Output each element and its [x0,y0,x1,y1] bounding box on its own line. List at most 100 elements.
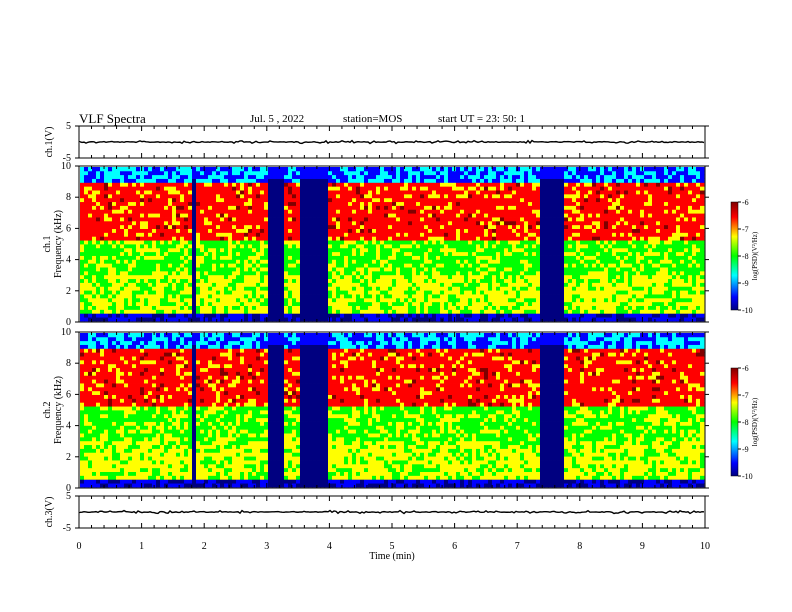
spectrogram-cell [180,209,185,214]
spectrogram-cell [216,236,221,241]
spectrogram-cell [228,294,233,299]
spectrogram-cell [312,193,317,199]
spectrogram-cell [124,244,129,249]
spectrogram-cell [468,228,473,233]
spectrogram-cell [112,201,117,206]
spectrogram-cell [296,170,301,176]
spectrogram-cell [96,305,101,310]
spectrogram-cell [388,313,393,318]
spectrogram-cell [164,186,169,191]
spectrogram-cell [328,309,333,314]
spectrogram-cell [376,209,381,214]
spectrogram-cell [320,317,325,322]
spectrogram-cell [312,170,317,176]
spectrogram-cell [172,278,177,283]
spectrogram-cell [192,251,197,256]
spectrogram-cell [328,251,333,256]
spectrogram-cell [452,186,457,191]
spectrogram-cell [140,263,145,268]
spectrogram-cell [472,240,477,245]
spectrogram-cell [264,247,269,253]
spectrogram-cell [384,182,389,187]
spectrogram-cell [192,182,197,187]
spectrogram-cell [112,282,117,287]
spectrogram-cell [240,197,245,203]
spectrogram-cell [380,297,385,303]
spectrogram-cell [272,282,277,287]
spectrogram-cell [524,205,529,210]
spectrogram-cell [252,263,257,268]
spectrogram-cell [280,190,285,195]
spectrogram-cell [264,267,269,272]
spectrogram-cell [232,309,237,314]
spectrogram-cell [504,297,509,303]
spectrogram-cell [508,186,513,191]
spectrogram-cell [292,247,297,253]
spectrogram-cell [392,317,397,322]
spectrogram-cell [148,274,153,280]
spectrogram-cell [272,228,277,233]
spectrogram-cell [504,290,509,295]
spectrogram-cell [92,309,97,314]
spectrogram-cell [344,301,349,306]
spectrogram-cell [248,317,253,322]
spectrogram-cell [256,317,261,322]
spectrogram-cell [132,305,137,310]
spectrogram-cell [176,263,181,268]
spectrogram-cell [316,236,321,241]
spectrogram-cell [388,236,393,241]
spectrogram-cell [268,205,273,210]
spectrogram-cell [420,228,425,233]
spectrogram-cell [148,282,153,287]
spectrogram-cell [152,178,157,183]
spectrogram-cell [176,290,181,295]
spectrogram-cell [460,251,465,256]
spectrogram-cell [240,232,245,237]
spectrogram-cell [564,301,569,306]
spectrogram-cell [220,301,225,306]
spectrogram-cell [428,209,433,214]
spectrogram-cell [288,220,293,226]
spectrogram-cell [96,232,101,237]
spectrogram-cell [216,220,221,226]
spectrogram-cell [120,282,125,287]
spectrogram-cell [324,178,329,183]
spectrogram-cell [168,240,173,245]
spectrogram-cell [312,213,317,218]
spectrogram-cell [104,213,109,218]
spectrogram-cell [476,270,481,276]
spectrogram-cell [536,270,541,276]
spectrogram-cell [512,186,517,191]
spectrogram-cell [512,220,517,226]
spectrogram-cell [188,236,193,241]
spectrogram-cell [168,251,173,256]
spectrogram-cell [156,220,161,226]
spectrogram-cell [448,178,453,183]
spectrogram-cell [352,267,357,272]
spectrogram-cell [164,174,169,179]
spectrogram-cell [388,301,393,306]
spectrogram-cell [172,197,177,203]
spectrogram-cell [480,186,485,191]
spectrogram-cell [272,259,277,264]
spectrogram-cell [348,263,353,268]
spectrogram-cell [444,244,449,249]
spectrogram-cell [296,294,301,299]
spectrogram-cell [164,224,169,229]
spectrogram-cell [276,270,281,276]
spectrogram-cell [280,236,285,241]
spectrogram-cell [136,255,141,260]
spectrogram-cell [220,170,225,176]
spectrogram-cell [412,186,417,191]
spectrogram-cell [368,209,373,214]
spectrogram-cell [208,244,213,249]
spectrogram-cell [352,236,357,241]
spectrogram-cell [320,220,325,226]
spectrogram-cell [328,205,333,210]
spectrogram-cell [252,309,257,314]
spectrogram-cell [100,290,105,295]
spectrogram-cell [344,259,349,264]
spectrogram-cell [164,182,169,187]
spectrogram-cell [180,167,185,172]
spectrogram-cell [120,213,125,218]
